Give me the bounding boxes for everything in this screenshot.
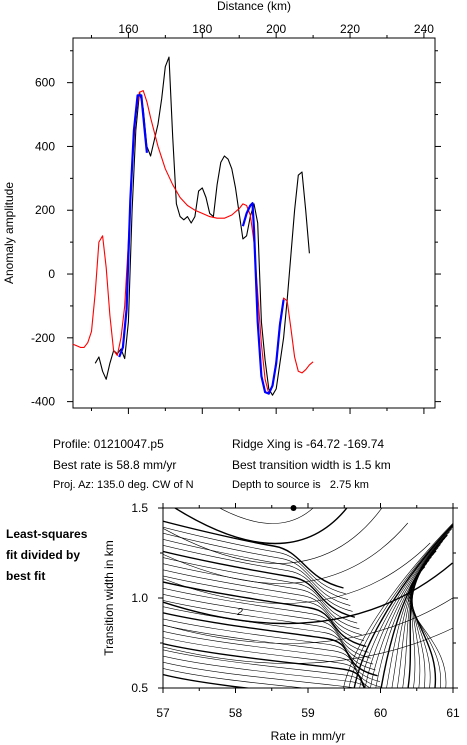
contour-line: [163, 627, 453, 664]
contour-line: [163, 522, 409, 584]
profile-label: Profile: 01210047.p5: [53, 437, 164, 451]
contour-line: [163, 612, 378, 677]
x-tick-label: 240: [414, 22, 434, 36]
contour-line: [163, 508, 383, 564]
anomaly-series: [72, 56, 314, 396]
contour-line: [163, 606, 376, 671]
contour-line: [409, 569, 442, 688]
contour-line: [163, 594, 371, 659]
proj-az-label: Proj. Az: 135.0 deg. CW of N: [53, 479, 194, 491]
x-tick-label: 220: [340, 22, 360, 36]
anomaly-chart: 160 180 200 220 240 -400 -200 0 200 400 600 Distan…: [2, 0, 441, 414]
contour-line: [219, 508, 314, 524]
x-tick-label: 160: [118, 22, 138, 36]
x-tick-label: 180: [192, 22, 212, 36]
contour-line: [163, 649, 366, 688]
rate-tick-label: 58: [229, 706, 243, 720]
misfit-contour-chart: 57 58 59 60 61 0.5 1.0 1.5 Rate in mm/yr Transi…: [102, 501, 460, 743]
contour-line: [173, 508, 348, 545]
contour-line: [353, 523, 453, 688]
rate-tick-label: 59: [301, 706, 315, 720]
contour-axes-ticks: 57 58 59 60 61 0.5 1.0 1.5: [131, 501, 460, 720]
ridge-xing-label: Ridge Xing is -64.72 -169.74: [232, 437, 385, 451]
contour-line: [163, 661, 357, 688]
side-note-line-1: Least-squares: [6, 527, 88, 541]
y-tick-label: -200: [31, 331, 55, 345]
contour-line: [163, 587, 369, 653]
contour-line: [163, 532, 349, 600]
x-tick-label: 200: [266, 22, 286, 36]
contour-line: [163, 545, 353, 612]
contour-set: [163, 508, 453, 688]
best-rate-label: Best rate is 58.8 mm/yr: [53, 458, 177, 472]
y-tick-label: 600: [35, 76, 55, 90]
contour-line: [163, 563, 360, 630]
contour-line: [163, 520, 344, 589]
contour-line: [343, 522, 453, 688]
contour-line: [163, 597, 453, 644]
contour-line: [163, 668, 307, 688]
best-transition-label: Best transition width is 1.5 km: [232, 458, 391, 472]
contour-line: [163, 538, 351, 606]
contour-line: [163, 550, 356, 618]
y-tick-label: 200: [35, 203, 55, 217]
rate-tick-label: 57: [156, 706, 170, 720]
depth-label: Depth to source is 2.75 km: [232, 479, 369, 491]
contour-line: [163, 618, 380, 682]
contour-line: [163, 575, 365, 641]
side-note-line-3: best fit: [6, 569, 46, 583]
width-tick-label: 0.5: [131, 681, 148, 695]
y-tick-label: 0: [48, 267, 55, 281]
contour-line: [364, 526, 453, 688]
contour-label: 2: [236, 607, 243, 618]
contour-line: [410, 566, 437, 688]
contour-lines: [163, 508, 453, 688]
contour-line: [163, 542, 431, 604]
best-fit-marker: [290, 505, 297, 511]
contour-line: [163, 526, 346, 595]
side-note: Least-squares fit divided by best fit: [6, 524, 87, 587]
rate-tick-label: 60: [374, 706, 388, 720]
rate-tick-label: 61: [446, 706, 460, 720]
contour-line: [163, 673, 254, 688]
contour-line: [163, 581, 367, 648]
contour-line: [163, 557, 358, 624]
fit-window-line: [118, 94, 148, 358]
y-axis-title: Anomaly amplitude: [2, 182, 16, 284]
width-tick-label: 1.5: [131, 501, 148, 515]
x-axis-title-rate: Rate in mm/yr: [271, 729, 346, 743]
width-tick-label: 1.0: [131, 591, 148, 605]
y-tick-label: -400: [31, 395, 55, 409]
contour-line: [408, 572, 447, 688]
contour-line: [370, 528, 452, 688]
y-tick-label: 400: [35, 139, 55, 153]
anomaly-plot-frame: [72, 37, 436, 409]
side-note-line-2: fit divided by: [6, 548, 81, 562]
contour-line: [163, 642, 365, 688]
fit-window-line: [241, 202, 285, 395]
anomaly-axes-ticks: 160 180 200 220 240 -400 -200 0 200 400 600: [31, 22, 441, 414]
x-axis-title: Distance (km): [217, 0, 291, 13]
contour-line: [163, 562, 453, 625]
contour-line: [359, 525, 453, 688]
contour-line: [163, 600, 374, 665]
y-axis-title-width: Transition width in km: [102, 540, 116, 656]
observed-profile-line: [94, 56, 310, 396]
